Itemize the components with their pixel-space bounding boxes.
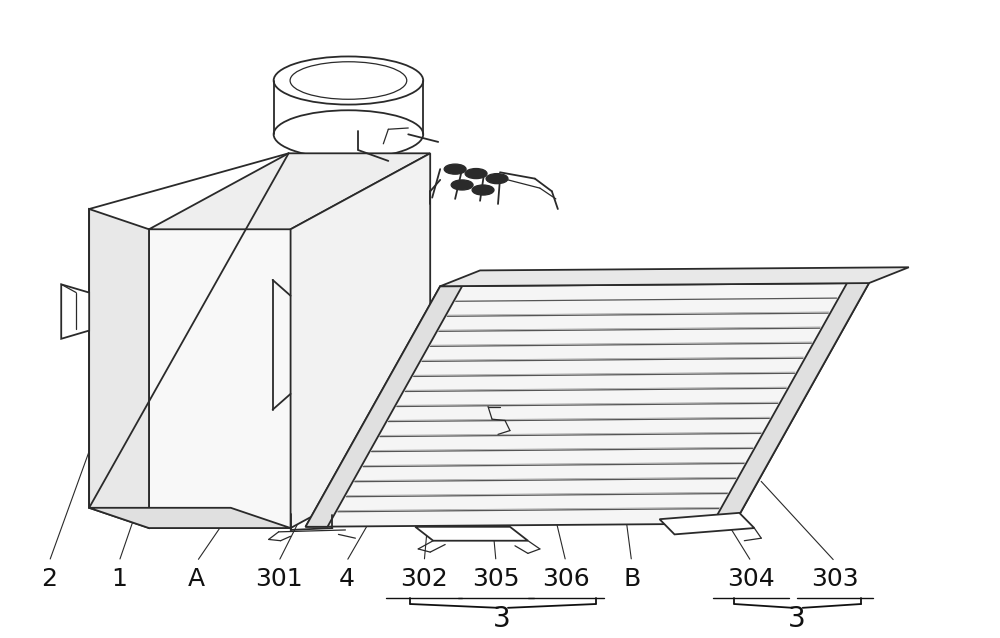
Text: 304: 304 (727, 567, 775, 591)
Text: 1: 1 (111, 567, 127, 591)
Text: 4: 4 (338, 567, 354, 591)
Text: 3: 3 (788, 605, 806, 633)
Text: 306: 306 (542, 567, 590, 591)
Ellipse shape (486, 174, 508, 184)
Polygon shape (89, 508, 291, 528)
Polygon shape (440, 267, 909, 286)
Polygon shape (712, 283, 869, 524)
Polygon shape (306, 286, 462, 527)
Ellipse shape (465, 168, 487, 179)
Text: 305: 305 (472, 567, 520, 591)
Polygon shape (61, 285, 89, 339)
Text: 301: 301 (255, 567, 302, 591)
Polygon shape (660, 513, 754, 535)
Text: B: B (623, 567, 640, 591)
Text: 303: 303 (811, 567, 859, 591)
Ellipse shape (472, 185, 494, 195)
Ellipse shape (444, 164, 466, 174)
Ellipse shape (451, 180, 473, 190)
Text: 3: 3 (493, 605, 511, 633)
Polygon shape (149, 229, 291, 528)
Text: 2: 2 (41, 567, 57, 591)
Polygon shape (89, 209, 149, 528)
Text: A: A (188, 567, 205, 591)
Polygon shape (291, 153, 430, 528)
Polygon shape (149, 153, 430, 229)
Polygon shape (306, 283, 869, 527)
Text: 302: 302 (400, 567, 448, 591)
Polygon shape (415, 527, 528, 541)
